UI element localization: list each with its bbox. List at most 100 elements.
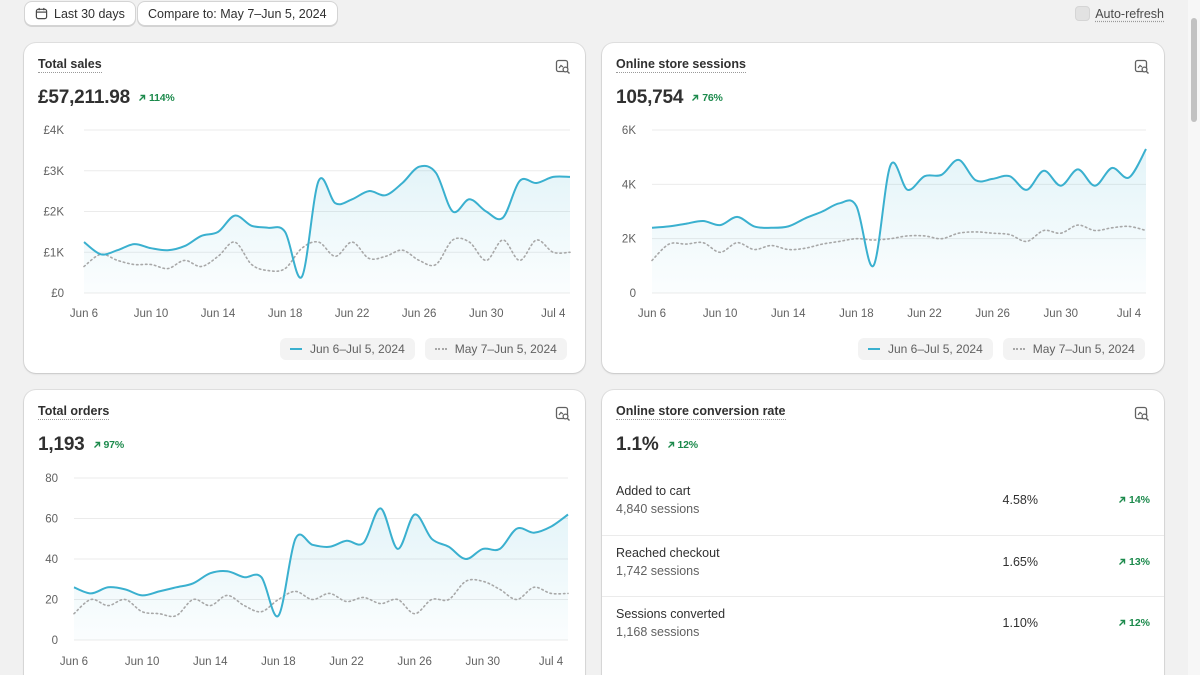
total-sales-card: Total sales £57,211.98 114% £0 £1K £2K £3K £… <box>24 43 585 373</box>
y-tick-label: 20 <box>45 595 58 607</box>
sessions-value: 105,754 <box>616 87 684 108</box>
date-range-button[interactable]: Last 30 days <box>24 1 136 26</box>
delta-value: 76% <box>702 92 723 104</box>
arrow-up-right-icon <box>667 441 674 448</box>
sessions-card: Online store sessions 105,754 76% 0 2K 4K 6… <box>602 43 1164 373</box>
delta-badge: 14% <box>1118 494 1150 506</box>
funnel-label: Sessions converted <box>616 607 726 621</box>
y-tick-label: 0 <box>630 288 636 300</box>
x-tick-label: Jun 22 <box>907 308 942 320</box>
card-title[interactable]: Online store conversion rate <box>616 404 786 420</box>
x-tick-label: Jun 22 <box>329 656 364 668</box>
y-tick-label: £4K <box>44 125 65 137</box>
y-tick-label: 2K <box>622 234 636 246</box>
x-tick-label: Jun 6 <box>60 656 88 668</box>
delta-value: 13% <box>1128 556 1150 568</box>
funnel-sessions: 1,168 sessions <box>616 625 700 639</box>
chart-search-icon[interactable] <box>555 59 571 75</box>
chart-legend: Jun 6–Jul 5, 2024 May 7–Jun 5, 2024 <box>280 338 567 360</box>
y-tick-label: 6K <box>622 125 636 137</box>
series-area-fill <box>84 165 570 293</box>
arrow-up-right-icon <box>1118 619 1126 626</box>
card-title[interactable]: Total orders <box>38 404 110 420</box>
y-tick-label: 0 <box>52 635 58 647</box>
x-tick-label: Jun 30 <box>1044 308 1079 320</box>
x-tick-label: Jun 10 <box>125 656 160 668</box>
x-tick-label: Jun 14 <box>201 308 236 320</box>
delta-badge: 97% <box>93 439 124 451</box>
compare-label: Compare to: May 7–Jun 5, 2024 <box>148 6 327 21</box>
x-tick-label: Jun 22 <box>335 308 370 320</box>
x-tick-label: Jun 18 <box>261 656 296 668</box>
y-tick-label: £3K <box>44 166 65 178</box>
scrollbar-thumb[interactable] <box>1191 18 1197 122</box>
funnel-label: Reached checkout <box>616 546 720 560</box>
total-sales-chart: £0 £1K £2K £3K £4K Jun 6 Jun 10 Jun 14 Jun 18 Jun… <box>44 125 571 320</box>
x-tick-label: Jun 10 <box>703 308 738 320</box>
series-area-fill <box>74 508 568 640</box>
total-orders-card: Total orders 1,193 97% 0 20 40 60 80 Jun 6 Jun… <box>24 390 585 675</box>
y-tick-label: 4K <box>622 179 636 191</box>
compare-button[interactable]: Compare to: May 7–Jun 5, 2024 <box>137 1 338 26</box>
delta-badge: 12% <box>1118 617 1150 629</box>
metric-value: 1,193 97% <box>38 434 124 456</box>
series-line-previous <box>73 578 569 618</box>
x-tick-label: Jun 10 <box>134 308 169 320</box>
card-title[interactable]: Online store sessions <box>616 57 746 73</box>
series-line-current <box>83 164 571 279</box>
funnel-rate: 4.58% <box>1002 493 1038 507</box>
toolbar: Last 30 days Compare to: May 7–Jun 5, 20… <box>22 0 1164 28</box>
arrow-up-right-icon <box>1118 558 1126 565</box>
arrow-up-right-icon <box>1118 496 1126 503</box>
funnel-rate: 1.10% <box>1002 616 1038 630</box>
x-tick-label: Jun 26 <box>402 308 437 320</box>
x-tick-label: Jun 26 <box>975 308 1010 320</box>
auto-refresh-checkbox[interactable] <box>1075 6 1091 21</box>
chart-search-icon[interactable] <box>555 406 571 422</box>
arrow-up-right-icon <box>93 441 100 448</box>
legend-current[interactable]: Jun 6–Jul 5, 2024 <box>858 338 993 360</box>
delta-value: 114% <box>149 92 175 104</box>
legend-previous[interactable]: May 7–Jun 5, 2024 <box>424 338 567 360</box>
y-tick-label: £2K <box>44 207 65 219</box>
x-tick-label: Jun 6 <box>70 308 98 320</box>
conversion-value: 1.1% <box>616 434 659 455</box>
series-line-previous <box>83 237 571 273</box>
x-tick-label: Jun 30 <box>466 656 501 668</box>
legend-current[interactable]: Jun 6–Jul 5, 2024 <box>280 338 415 360</box>
x-tick-label: Jun 30 <box>469 308 504 320</box>
auto-refresh-toggle[interactable]: Auto-refresh <box>1075 6 1164 21</box>
x-tick-label: Jun 14 <box>771 308 806 320</box>
arrow-up-right-icon <box>139 94 146 101</box>
metric-value: £57,211.98 114% <box>38 87 175 109</box>
funnel-row-sessions-converted: Sessions converted 1,168 sessions 1.10% … <box>602 596 1164 657</box>
legend-previous[interactable]: May 7–Jun 5, 2024 <box>1002 338 1145 360</box>
x-tick-label: Jun 18 <box>839 308 874 320</box>
funnel-row-added-to-cart: Added to cart 4,840 sessions 4.58% 14% <box>602 474 1164 535</box>
total-orders-chart: 0 20 40 60 80 Jun 6 Jun 10 Jun 14 Jun 18 Jun 22 Ju… <box>45 473 569 668</box>
funnel-sessions: 4,840 sessions <box>616 502 700 516</box>
total-sales-value: £57,211.98 <box>38 87 131 108</box>
delta-badge: 114% <box>138 92 175 104</box>
delta-badge: 12% <box>667 439 698 451</box>
delta-value: 14% <box>1128 494 1150 506</box>
chart-search-icon[interactable] <box>1134 406 1150 422</box>
funnel-sessions: 1,742 sessions <box>616 564 700 578</box>
auto-refresh-label: Auto-refresh <box>1095 6 1164 21</box>
funnel-rate: 1.65% <box>1002 555 1038 569</box>
x-tick-label: Jun 26 <box>397 656 432 668</box>
series-line-current <box>651 148 1147 267</box>
calendar-icon <box>35 7 48 20</box>
chart-search-icon[interactable] <box>1134 59 1150 75</box>
y-tick-label: 40 <box>45 554 58 566</box>
metric-value: 1.1% 12% <box>616 434 698 456</box>
x-tick-label: Jun 18 <box>268 308 303 320</box>
card-title[interactable]: Total sales <box>38 57 102 73</box>
delta-value: 12% <box>1128 617 1150 629</box>
delta-value: 97% <box>103 439 125 451</box>
x-tick-label: Jul 4 <box>1117 308 1142 320</box>
delta-value: 12% <box>677 439 699 451</box>
x-tick-label: Jun 6 <box>638 308 666 320</box>
page-scrollbar[interactable] <box>1188 0 1200 675</box>
arrow-up-right-icon <box>692 94 699 101</box>
